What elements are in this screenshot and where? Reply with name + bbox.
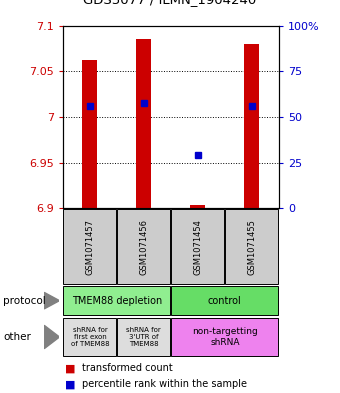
Bar [190, 205, 205, 208]
Text: percentile rank within the sample: percentile rank within the sample [82, 379, 246, 389]
Text: TMEM88 depletion: TMEM88 depletion [72, 296, 162, 306]
Text: ■: ■ [65, 379, 75, 389]
Bar [225, 209, 278, 284]
Bar [171, 286, 278, 315]
Bar [136, 39, 151, 208]
Text: ■: ■ [65, 363, 75, 373]
Text: GSM1071454: GSM1071454 [193, 219, 202, 275]
Polygon shape [44, 325, 60, 349]
Bar [64, 209, 116, 284]
Bar [244, 44, 259, 208]
Bar [117, 209, 170, 284]
Text: control: control [208, 296, 242, 306]
Text: GSM1071456: GSM1071456 [139, 219, 148, 275]
Text: shRNA for
first exon
of TMEM88: shRNA for first exon of TMEM88 [71, 327, 109, 347]
Bar [64, 286, 170, 315]
Text: non-targetting
shRNA: non-targetting shRNA [192, 327, 258, 347]
Bar [117, 318, 170, 356]
Text: transformed count: transformed count [82, 363, 172, 373]
Bar [171, 209, 224, 284]
Text: shRNA for
3'UTR of
TMEM88: shRNA for 3'UTR of TMEM88 [126, 327, 161, 347]
Text: GDS5077 / ILMN_1904240: GDS5077 / ILMN_1904240 [83, 0, 257, 6]
Text: protocol: protocol [3, 296, 46, 306]
Bar [82, 60, 98, 208]
Bar [64, 318, 116, 356]
Polygon shape [44, 292, 60, 309]
Text: GSM1071455: GSM1071455 [247, 219, 256, 275]
Text: GSM1071457: GSM1071457 [85, 219, 95, 275]
Bar [171, 318, 278, 356]
Text: other: other [3, 332, 31, 342]
